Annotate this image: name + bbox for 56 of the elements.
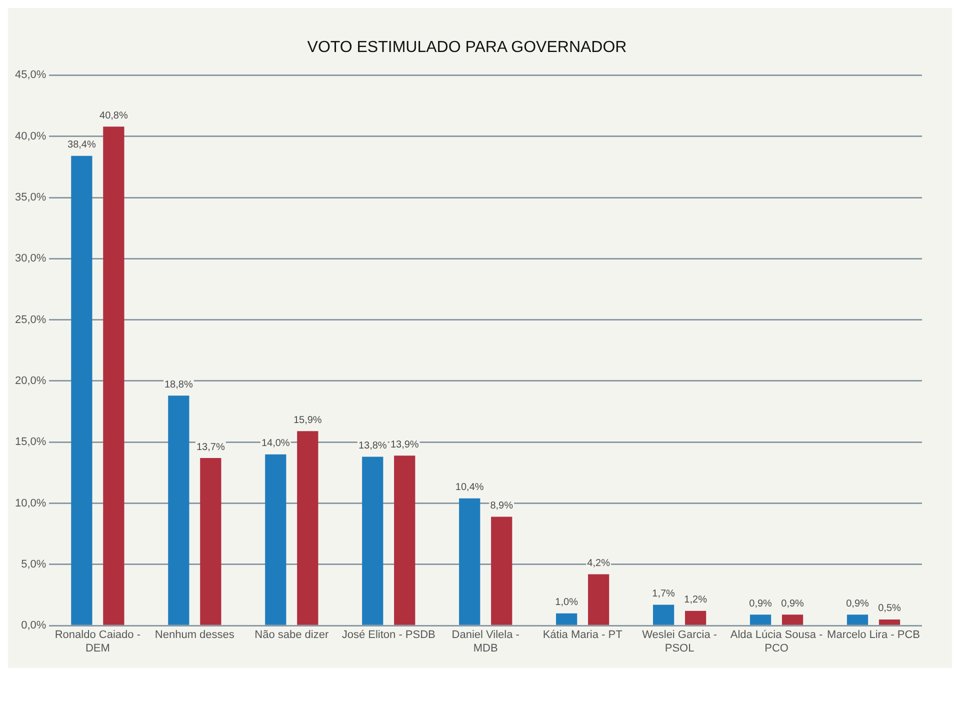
data-label: 0,5% [878,603,902,614]
x-tick-label: José Eliton - PSDB [342,629,436,642]
data-label: 13,9% [390,439,419,450]
data-label: 1,2% [684,594,708,606]
data-label: 4,2% [587,558,610,569]
y-tick-label: 20,0% [14,375,46,388]
data-label: 40,8% [100,110,128,122]
x-tick-label: Não sabe dizer [254,629,329,642]
bar [265,454,286,625]
x-tick-label: Daniel Vilela - MDB [452,629,520,654]
bar [200,458,222,625]
chart-title: VOTO ESTIMULADO PARA GOVERNADOR [307,39,627,56]
bar [684,610,706,625]
y-tick-label: 30,0% [14,252,46,265]
bar [168,396,190,625]
x-tick-label: Alda Lúcia Sousa - PCO [730,629,824,654]
y-tick-label: 10,0% [14,497,46,510]
bar [846,614,868,625]
bar [588,574,610,625]
y-tick-label: 5,0% [21,558,46,570]
x-tick-label: Marcelo Lira - PCB [827,629,920,642]
y-tick-label: 45,0% [14,69,46,82]
data-label: 13,7% [196,442,225,453]
data-label: 1,0% [555,597,578,608]
data-label: 10,4% [455,482,484,494]
y-tick-label: 0,0% [21,620,46,632]
bar [71,156,92,625]
bar [556,613,578,625]
data-label: 1,7% [652,588,676,600]
data-label: 0,9% [846,598,870,610]
data-label: 0,9% [749,598,772,610]
data-label: 38,4% [68,140,96,151]
bar [362,456,384,625]
x-tick-label: Nenhum desses [154,629,235,642]
y-tick-label: 25,0% [14,314,46,326]
bar [394,456,416,625]
data-label: 0,9% [781,598,804,610]
bar [491,516,512,625]
bar [782,614,804,625]
bar [297,431,318,625]
x-tick-label: Weslei Garcia - PSOL [642,629,718,654]
y-tick-label: 15,0% [14,436,46,448]
data-label: 18,8% [164,379,193,390]
bar [103,126,124,625]
data-label: 13,8% [358,440,387,452]
x-tick-label: Kátia Maria - PT [542,629,623,642]
bar [652,604,674,625]
x-tick-label: Ronaldo Caiado - DEM [54,629,141,654]
data-label: 15,9% [293,414,322,426]
y-tick-label: 40,0% [14,130,46,142]
data-label: 8,9% [490,500,514,512]
bar [878,619,900,625]
y-tick-label: 35,0% [14,192,46,204]
bar [459,498,480,625]
bar [750,614,772,625]
data-label: 14,0% [261,438,290,450]
